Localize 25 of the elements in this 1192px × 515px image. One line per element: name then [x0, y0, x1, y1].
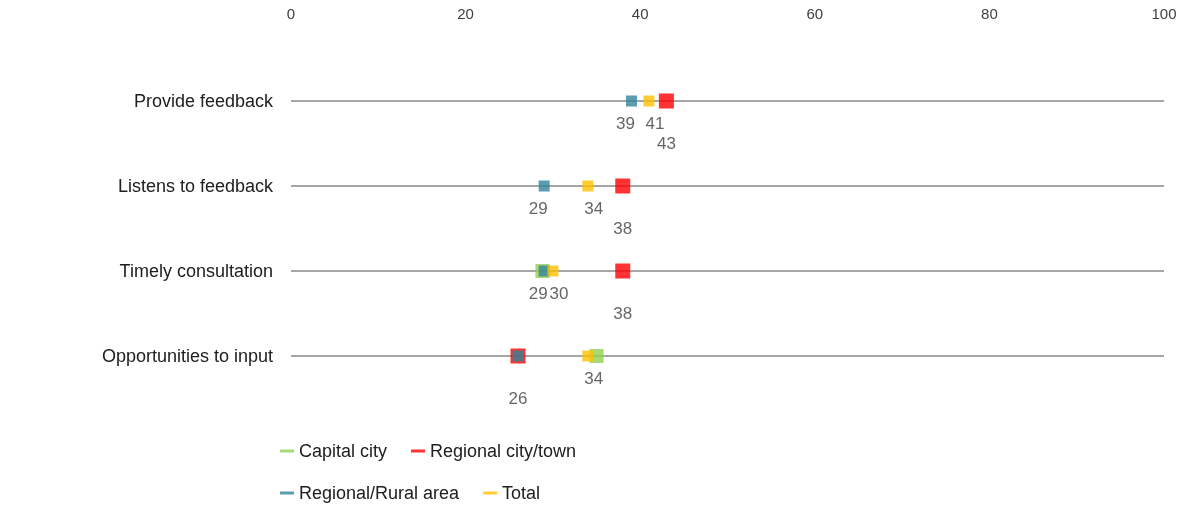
- data-label: 43: [656, 133, 676, 153]
- x-tick-label: 60: [806, 5, 824, 22]
- data-label: 41: [645, 113, 665, 133]
- y-tick-label: Opportunities to input: [101, 346, 273, 366]
- x-tick-label: 80: [981, 5, 998, 22]
- legend-label: Regional/Rural area: [299, 483, 461, 503]
- data-label: 38: [613, 218, 633, 238]
- x-tick-label: 100: [1151, 5, 1177, 22]
- data-label: 26: [508, 388, 528, 408]
- y-tick-label: Timely consultation: [119, 261, 273, 281]
- data-label: 30: [549, 283, 569, 303]
- y-tick-label: Provide feedback: [133, 91, 274, 111]
- legend-label: Regional city/town: [430, 441, 577, 461]
- data-label: 29: [528, 198, 548, 218]
- x-tick-label: 20: [457, 5, 474, 22]
- x-tick-label: 0: [286, 5, 296, 22]
- data-label: 34: [584, 368, 604, 388]
- legend-label: Total: [502, 483, 541, 503]
- data-label: 34: [584, 198, 604, 218]
- data-label: 39: [616, 113, 635, 133]
- y-tick-label: Listens to feedback: [117, 176, 274, 196]
- data-label: 38: [613, 303, 633, 323]
- x-tick-label: 40: [631, 5, 649, 22]
- data-label: 29: [528, 283, 548, 303]
- legend-label: Capital city: [299, 441, 388, 461]
